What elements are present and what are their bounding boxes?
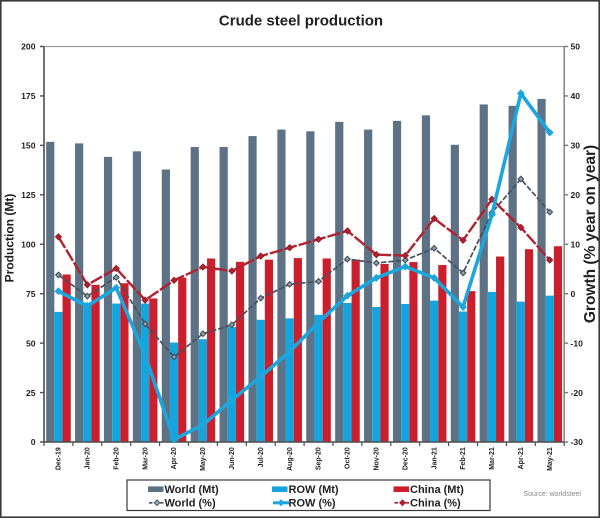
svg-text:175: 175 [21,91,36,101]
svg-text:Apr-20: Apr-20 [171,447,178,469]
svg-text:100: 100 [21,239,36,249]
svg-text:50: 50 [571,42,581,52]
svg-text:Dec-20: Dec-20 [402,447,409,470]
svg-text:0: 0 [571,289,576,299]
svg-text:ROW (%): ROW (%) [289,498,336,510]
svg-text:World (Mt): World (Mt) [165,484,220,496]
svg-text:Nov-20: Nov-20 [373,447,380,470]
svg-text:Mar-21: Mar-21 [489,447,496,470]
svg-text:150: 150 [21,141,36,151]
svg-text:Dec-19: Dec-19 [56,447,63,470]
svg-text:Mar-20: Mar-20 [142,447,149,470]
svg-text:ROW (Mt): ROW (Mt) [289,484,339,496]
svg-text:Feb-21: Feb-21 [460,447,467,470]
svg-text:25: 25 [26,388,36,398]
svg-text:Crude steel production: Crude steel production [219,13,383,30]
svg-text:Sep-20: Sep-20 [316,447,323,470]
svg-text:20: 20 [571,190,581,200]
svg-text:50: 50 [26,338,36,348]
svg-text:Jan-20: Jan-20 [84,447,91,469]
svg-text:Production (Mt): Production (Mt) [3,194,17,283]
svg-text:World (%): World (%) [165,498,216,510]
svg-text:Jul-20: Jul-20 [258,447,265,467]
svg-text:China (Mt): China (Mt) [410,484,464,496]
svg-text:40: 40 [571,91,581,101]
svg-text:-20: -20 [571,388,584,398]
svg-text:-30: -30 [571,437,584,447]
svg-text:10: 10 [571,239,581,249]
svg-text:May-21: May-21 [547,447,554,471]
svg-text:75: 75 [26,289,36,299]
svg-text:-10: -10 [571,338,584,348]
svg-text:Aug-20: Aug-20 [287,447,294,471]
svg-text:30: 30 [571,141,581,151]
svg-text:Feb-20: Feb-20 [113,447,120,470]
svg-text:Oct-20: Oct-20 [345,447,352,469]
svg-text:Apr-21: Apr-21 [518,447,525,469]
svg-text:0: 0 [31,437,36,447]
svg-text:Source: worldsteel: Source: worldsteel [523,491,581,498]
svg-text:125: 125 [21,190,36,200]
svg-text:May-20: May-20 [200,447,207,471]
svg-text:Jan-21: Jan-21 [431,447,438,469]
svg-text:Growth (% year on year): Growth (% year on year) [582,145,599,323]
svg-text:Jun-20: Jun-20 [229,447,236,470]
svg-text:200: 200 [21,42,36,52]
svg-text:China (%): China (%) [410,498,461,510]
